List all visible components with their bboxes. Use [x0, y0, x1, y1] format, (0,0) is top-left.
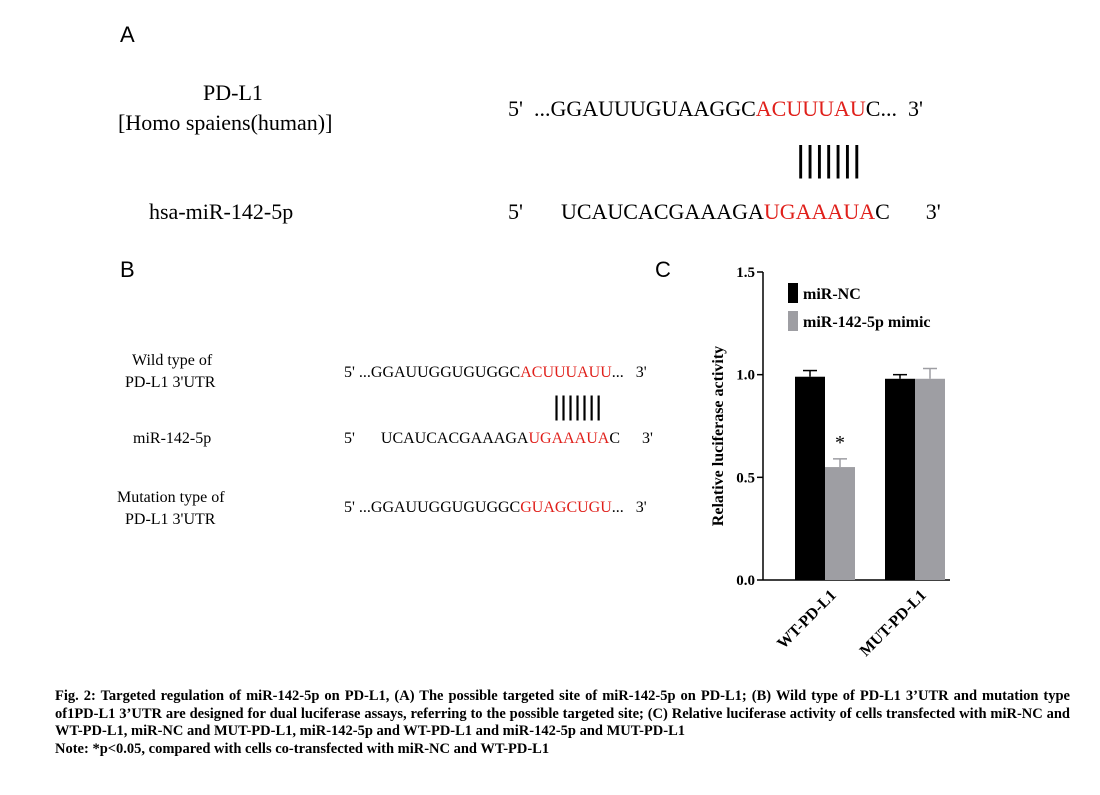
sequence-suffix: ...	[611, 499, 624, 516]
target-sequence-a: 5' ...GGAUUUGUAAGGCACUUUAUC... 3'	[508, 96, 923, 122]
wt-sequence-b: 5' ...GGAUUGGUGUGGCACUUUAUU... 3'	[344, 364, 647, 382]
sequence-suffix: C	[609, 430, 621, 447]
five-prime-label: 5'	[344, 430, 355, 447]
five-prime-label: 5'	[344, 499, 355, 516]
three-prime-label: 3'	[925, 199, 941, 224]
y-tick-label: 1.0	[736, 368, 755, 384]
legend-swatch-mir-142-5p-mimic	[788, 311, 798, 331]
luciferase-bar-chart: 0.0 0.5 1.0 1.5 Relative luciferase activity…	[710, 265, 950, 660]
mirna-sequence-a: 5' UCAUCACGAAAGAUGAAAUAC 3'	[508, 199, 941, 225]
wt-label-line2: PD-L1 3'UTR	[125, 374, 216, 391]
figure-caption: Fig. 2: Targeted regulation of miR-142-5…	[55, 688, 1070, 758]
mut-label-line2: PD-L1 3'UTR	[125, 511, 216, 528]
bar-mir-142-5p-mimic-mut-pd-l1	[915, 378, 945, 580]
sequence-prefix: ...GGAUUGGUGUGGC	[358, 499, 521, 516]
mut-label-line1: Mutation type of	[117, 489, 225, 506]
mut-sequence-b: 5' ...GGAUUGGUGUGGCGUAGCUGU... 3'	[344, 499, 647, 517]
caption-main: Fig. 2: Targeted regulation of miR-142-5…	[55, 688, 1070, 739]
species-label: [Homo spaiens(human)]	[118, 110, 333, 135]
pairing-lines-a: |||||||	[796, 138, 862, 179]
legend-label-mir-142-5p-mimic: miR-142-5p mimic	[803, 314, 931, 331]
bar-mir-nc-mut-pd-l1	[885, 378, 915, 580]
mir-label: miR-142-5p	[133, 430, 212, 447]
sequence-prefix: UCAUCACGAAAGA	[380, 430, 529, 447]
significance-star: *	[835, 432, 845, 454]
panel-c-letter: C	[655, 257, 671, 282]
sequence-prefix: ...GGAUUUGUAAGGC	[533, 96, 756, 121]
legend-label-mir-nc: miR-NC	[803, 286, 861, 303]
seed-site: UGAAAUA	[528, 430, 610, 447]
three-prime-label: 3'	[635, 364, 647, 381]
bar-mir-nc-wt-pd-l1	[795, 376, 825, 580]
y-tick-label: 1.5	[736, 265, 755, 281]
sequence-prefix: UCAUCACGAAAGA	[560, 199, 764, 224]
sequence-prefix: ...GGAUUGGUGUGGC	[358, 364, 521, 381]
legend-swatch-mir-nc	[788, 283, 798, 303]
five-prime-label: 5'	[508, 96, 523, 121]
panel-a-letter: A	[120, 22, 135, 47]
three-prime-label: 3'	[635, 499, 647, 516]
seed-site: UGAAAUA	[763, 199, 876, 224]
three-prime-label: 3'	[642, 430, 653, 447]
x-category-label: WT-PD-L1	[774, 587, 840, 653]
pairing-lines-b: |||||||	[553, 391, 603, 421]
sequence-suffix: C	[875, 199, 890, 224]
panel-b-letter: B	[120, 257, 135, 282]
gene-name-label: PD-L1	[203, 80, 263, 105]
bar-mir-142-5p-mimic-wt-pd-l1	[825, 467, 855, 580]
mir-sequence-b: 5' UCAUCACGAAAGAUGAAAUAC 3'	[344, 430, 653, 448]
sequence-suffix: C...	[865, 96, 897, 121]
five-prime-label: 5'	[344, 364, 355, 381]
five-prime-label: 5'	[508, 199, 523, 224]
mutated-site: GUAGCUGU	[520, 499, 612, 516]
x-category-label: MUT-PD-L1	[857, 587, 930, 660]
seed-site: ACUUUAU	[755, 96, 866, 121]
three-prime-label: 3'	[907, 96, 923, 121]
caption-note: Note: *p<0.05, compared with cells co-tr…	[55, 740, 550, 757]
sequence-suffix: ...	[611, 364, 624, 381]
seed-site: ACUUUAUU	[520, 364, 612, 381]
y-tick-label: 0.5	[736, 470, 755, 486]
y-axis-title: Relative luciferase activity	[710, 346, 727, 526]
mirna-name-label: hsa-miR-142-5p	[149, 199, 294, 224]
wt-label-line1: Wild type of	[132, 352, 213, 369]
y-tick-label: 0.0	[736, 573, 755, 589]
